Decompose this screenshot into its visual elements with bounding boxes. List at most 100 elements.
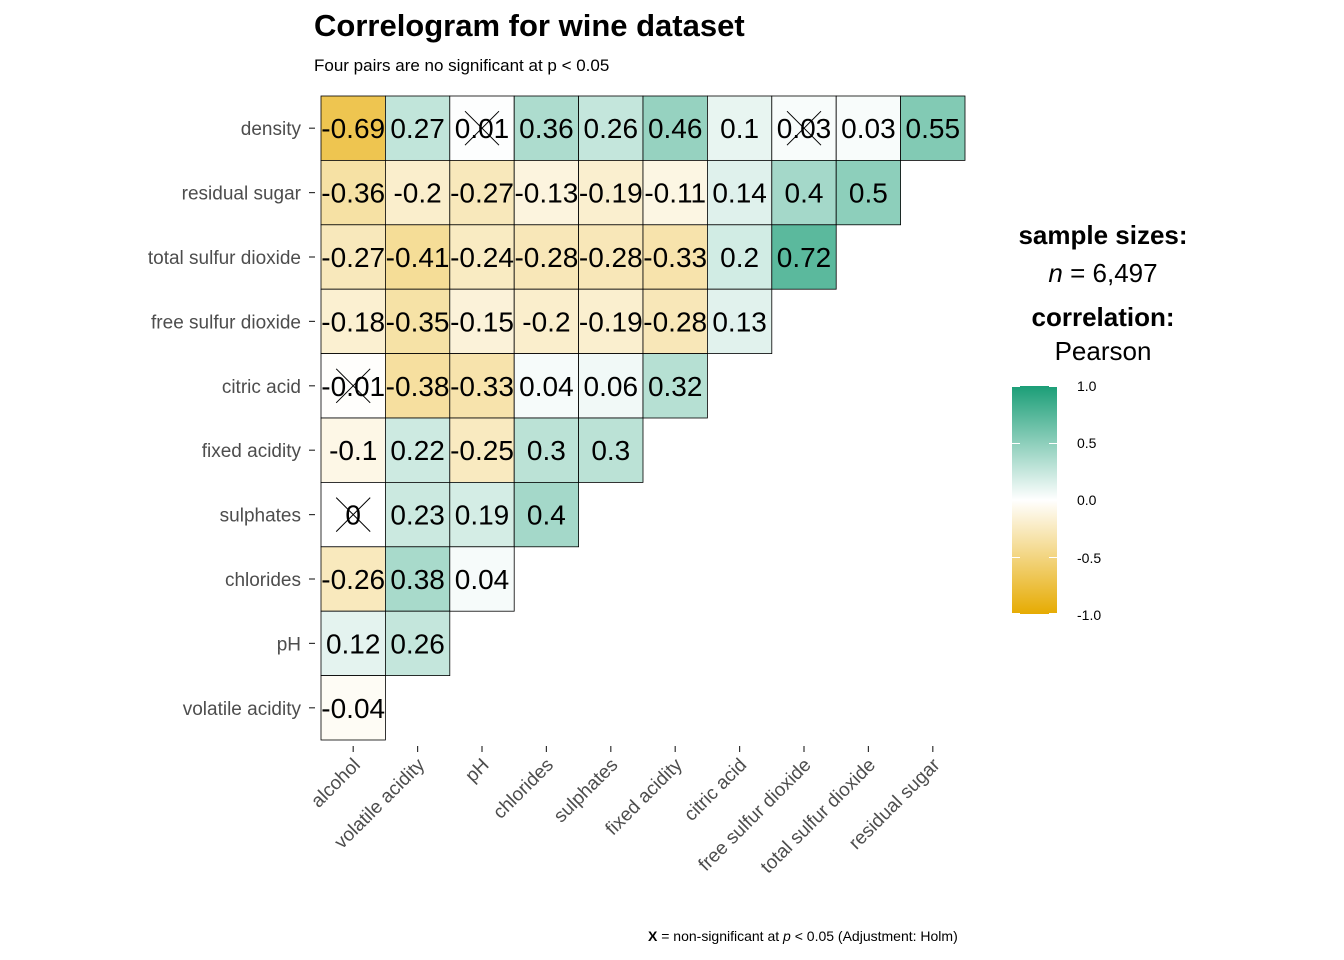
heatmap-cell (578, 288, 644, 355)
caption-text-b: < 0.05 (Adjustment: Holm) (790, 928, 958, 944)
non-significant-cross (335, 497, 371, 532)
caption-marker: X (648, 928, 658, 944)
cell-value-label: 0.22 (390, 435, 445, 466)
heatmap-cell (384, 610, 451, 677)
cell-value-label: -0.36 (321, 178, 385, 209)
x-tick-label: alcohol (307, 755, 364, 812)
cell-value-label: 0.04 (455, 564, 510, 595)
heatmap-cell (642, 95, 708, 161)
heatmap-cell (642, 288, 708, 355)
x-tick-label: total sulfur dioxide (757, 755, 880, 878)
colorbar-tick-label: 0.5 (1077, 435, 1097, 451)
cell-value-label: -0.28 (643, 306, 707, 337)
cell-value-label: 0.32 (648, 371, 703, 402)
heatmap-cell (320, 610, 386, 677)
y-tick-label: total sulfur dioxide (148, 248, 301, 269)
heatmap-cell (320, 546, 386, 612)
heatmap-cell (578, 224, 644, 290)
heatmap-cell (707, 224, 773, 290)
heatmap-cell (578, 417, 644, 483)
heatmap-cell (900, 95, 966, 161)
cell-value-label: -0.33 (450, 371, 514, 402)
heatmap-cell (320, 95, 386, 161)
legend-sample-title: sample sizes: (1018, 220, 1188, 250)
cell-value-label: -0.27 (450, 178, 514, 209)
heatmap-cell (513, 417, 580, 483)
heatmap-cell (513, 288, 580, 355)
y-tick-label: sulphates (220, 506, 301, 527)
non-significant-cross (786, 110, 822, 146)
heatmap-cell (320, 288, 386, 355)
colorbar-mark (1012, 443, 1020, 444)
cell-value-label: 0.3 (527, 435, 566, 466)
y-tick-label: volatile acidity (183, 699, 302, 720)
heatmap-cell (578, 159, 644, 226)
legend-sample-size: n = 6,497 (1003, 258, 1203, 289)
heatmap-cell (384, 159, 451, 226)
cell-value-label: -0.2 (393, 178, 441, 209)
cell-value-label: -0.41 (386, 242, 450, 273)
non-significant-cross (464, 110, 500, 146)
heatmap-cell (384, 546, 451, 612)
cell-value-label: 0.13 (712, 306, 767, 337)
cell-value-label: 0.14 (712, 178, 767, 209)
y-tick-label: residual sugar (182, 184, 302, 205)
y-tick-label: density (241, 119, 302, 140)
heatmap-cell (320, 417, 386, 483)
colorbar-tick-label: 1.0 (1077, 378, 1097, 394)
caption-text-a: = non-significant at (657, 928, 784, 944)
chart-subtitle: Four pairs are no significant at p < 0.0… (314, 56, 610, 75)
colorbar-mark (1012, 386, 1020, 387)
heatmap-cell (707, 288, 773, 355)
cell-value-label: -0.25 (450, 435, 514, 466)
legend-correlation-method: Pearson (1054, 336, 1152, 366)
colorbar-mark (1049, 386, 1057, 387)
heatmap-cell (449, 224, 515, 290)
cell-value-label: 0.12 (326, 628, 381, 659)
heatmap-cell (771, 224, 837, 290)
heatmap-cell (320, 675, 386, 741)
heatmap-cell (449, 546, 515, 612)
cell-value-label: -0.19 (579, 178, 643, 209)
heatmap-cell (384, 417, 451, 483)
cell-value-label: -0.69 (321, 113, 385, 144)
colorbar-tick-label: -1.0 (1077, 607, 1102, 623)
cell-value-label: -0.18 (321, 306, 385, 337)
heatmap-cell (707, 95, 773, 161)
colorbar-mark (1049, 557, 1057, 558)
heatmap-cell (642, 159, 708, 226)
cell-value-label: -0.04 (321, 693, 385, 724)
y-tick-label: pH (277, 634, 301, 655)
heatmap-cell (384, 224, 451, 290)
cell-value-label: 0.03 (841, 113, 896, 144)
heatmap-cell (642, 353, 708, 419)
non-significant-cross (335, 368, 371, 404)
legend-n-value: = 6,497 (1062, 258, 1158, 288)
y-tick-label: free sulfur dioxide (151, 312, 301, 333)
cell-value-label: -0.19 (579, 306, 643, 337)
heatmap-cell (642, 224, 708, 290)
cell-value-label: -0.33 (643, 242, 707, 273)
cell-value-label: -0.1 (329, 435, 377, 466)
colorbar-tick-label: 0.0 (1077, 492, 1097, 508)
colorbar-mark (1012, 557, 1020, 558)
cell-value-label: -0.2 (522, 306, 570, 337)
cell-value-label: 0.23 (390, 500, 445, 531)
heatmap-cell (513, 353, 580, 419)
cell-value-label: 0.27 (390, 113, 445, 144)
heatmap-cell (384, 288, 451, 355)
colorbar-mark (1049, 443, 1057, 444)
cell-value-label: -0.24 (450, 242, 514, 273)
colorbar-mark (1049, 500, 1057, 501)
heatmap-cell (449, 288, 515, 355)
caption-p: p (783, 928, 791, 944)
cell-value-label: 0.38 (390, 564, 445, 595)
x-tick-label: chlorides (489, 755, 558, 824)
legend-n-symbol: n (1048, 258, 1063, 288)
cell-value-label: -0.38 (386, 371, 450, 402)
heatmap-cell (835, 159, 902, 226)
cell-value-label: -0.28 (579, 242, 643, 273)
heatmap-cell (449, 353, 515, 419)
y-tick-label: citric acid (222, 377, 301, 398)
